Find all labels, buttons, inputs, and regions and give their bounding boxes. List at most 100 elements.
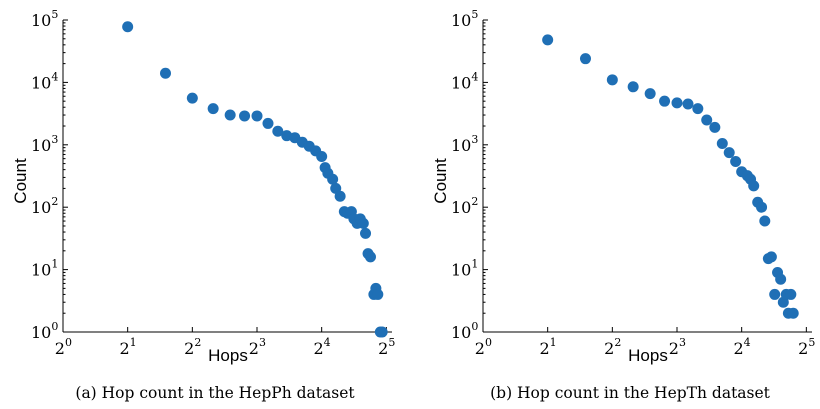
data-point — [542, 34, 554, 46]
x-tick-label-exponent: 0 — [485, 336, 492, 349]
y-tick-label: 103 — [31, 133, 58, 155]
x-tick-label-exponent: 1 — [130, 336, 137, 349]
y-tick-label-exponent: 5 — [51, 8, 58, 21]
data-point — [272, 125, 284, 137]
x-tick-label-exponent: 4 — [324, 336, 331, 349]
y-tick-label-exponent: 4 — [471, 70, 478, 83]
data-point — [659, 95, 671, 107]
data-point — [159, 67, 171, 79]
x-tick-label-base: 2 — [669, 339, 679, 358]
y-tick-label-base: 10 — [31, 73, 51, 92]
y-tick-label-exponent: 2 — [471, 195, 478, 208]
y-tick-label-base: 10 — [31, 261, 51, 280]
y-axis-title: Count — [11, 158, 30, 204]
y-tick-label-exponent: 2 — [51, 195, 58, 208]
y-tick-label-exponent: 1 — [51, 258, 58, 271]
data-point — [716, 137, 728, 149]
data-point — [682, 98, 694, 110]
y-tick-label-exponent: 4 — [51, 70, 58, 83]
x-tick-label: 24 — [313, 336, 330, 358]
data-point — [372, 288, 384, 300]
y-axis-title: Count — [431, 158, 450, 204]
data-point — [759, 215, 771, 227]
x-tick-label-exponent: 1 — [550, 336, 557, 349]
x-tick-label: 22 — [184, 336, 201, 358]
data-point — [644, 88, 656, 100]
data-point — [186, 92, 198, 104]
y-tick-label: 101 — [31, 258, 58, 280]
data-point — [785, 288, 797, 300]
x-tick-label-base: 2 — [378, 339, 388, 358]
y-tick-label-base: 10 — [451, 11, 471, 30]
x-tick-label-base: 2 — [313, 339, 323, 358]
data-point — [748, 180, 760, 192]
x-tick-label: 23 — [669, 336, 686, 358]
y-tick-label: 104 — [451, 70, 478, 92]
y-tick-label-base: 10 — [451, 323, 471, 342]
y-tick-label: 105 — [451, 8, 478, 30]
data-point — [334, 190, 346, 202]
y-tick-label: 101 — [451, 258, 478, 280]
data-point — [327, 173, 339, 185]
x-tick-label-base: 2 — [55, 339, 65, 358]
data-point — [251, 110, 263, 122]
x-tick-label-exponent: 5 — [808, 336, 815, 349]
data-point — [122, 21, 134, 33]
data-point — [692, 103, 704, 115]
data-point — [701, 114, 713, 126]
x-axis-title: Hops — [208, 346, 248, 365]
figure-caption: (b) Hop count in the HepTh dataset — [490, 384, 771, 402]
y-tick-label-base: 10 — [451, 198, 471, 217]
data-point — [376, 326, 388, 338]
data-point — [262, 117, 274, 129]
y-tick-label: 104 — [31, 70, 58, 92]
data-point — [775, 273, 787, 285]
data-point — [769, 288, 781, 300]
y-tick-label: 103 — [451, 133, 478, 155]
data-point — [357, 217, 369, 229]
y-tick-label-base: 10 — [451, 261, 471, 280]
x-tick-label: 23 — [249, 336, 266, 358]
data-point — [671, 97, 683, 109]
y-tick-label-base: 10 — [451, 136, 471, 155]
y-tick-label-exponent: 3 — [51, 133, 58, 146]
data-point — [224, 109, 236, 121]
x-tick-label: 22 — [604, 336, 621, 358]
x-tick-label: 20 — [475, 336, 492, 358]
data-point — [787, 307, 799, 319]
y-tick-label-exponent: 0 — [471, 320, 478, 333]
x-tick-label-base: 2 — [733, 339, 743, 358]
y-tick-label: 105 — [31, 8, 58, 30]
x-tick-label-exponent: 0 — [65, 336, 72, 349]
x-tick-label-exponent: 5 — [388, 336, 395, 349]
x-tick-label: 25 — [798, 336, 815, 358]
y-tick-label: 100 — [31, 320, 58, 342]
y-tick-label: 100 — [451, 320, 478, 342]
figure-caption: (a) Hop count in the HepPh dataset — [75, 384, 355, 402]
data-point — [316, 150, 328, 162]
x-tick-label-exponent: 3 — [679, 336, 686, 349]
y-tick-label: 102 — [31, 195, 58, 217]
x-tick-label: 20 — [55, 336, 72, 358]
data-point — [579, 53, 591, 65]
data-point — [627, 81, 639, 93]
y-tick-label-exponent: 0 — [51, 320, 58, 333]
y-tick-label-exponent: 1 — [471, 258, 478, 271]
data-point — [364, 251, 376, 263]
x-tick-label-base: 2 — [249, 339, 259, 358]
y-tick-label-base: 10 — [31, 136, 51, 155]
x-tick-label: 25 — [378, 336, 395, 358]
x-tick-label-exponent: 2 — [194, 336, 201, 349]
data-point — [606, 74, 618, 86]
x-tick-label-base: 2 — [119, 339, 129, 358]
y-tick-label: 102 — [451, 195, 478, 217]
x-tick-label-exponent: 3 — [259, 336, 266, 349]
x-tick-label-base: 2 — [539, 339, 549, 358]
x-tick-label-base: 2 — [475, 339, 485, 358]
y-tick-label-base: 10 — [451, 73, 471, 92]
x-tick-label-base: 2 — [184, 339, 194, 358]
data-point — [360, 227, 372, 239]
